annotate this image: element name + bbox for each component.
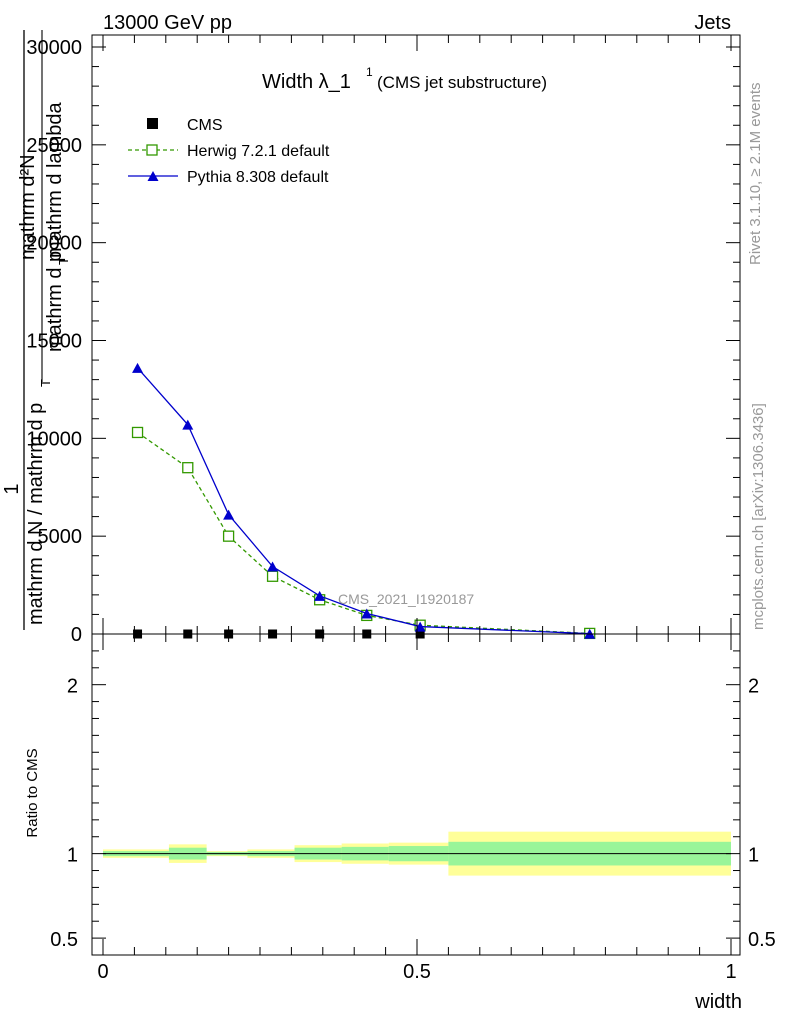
main-title-sup: 1 [366, 65, 373, 79]
ratio-plot: 0.5 0.5 1 1 2 2 0 0.5 1 Ratio to CMS width [24, 633, 776, 1013]
legend-pythia-marker [147, 171, 159, 181]
series-line-2 [137, 367, 590, 635]
main-ytick-label: 25000 [26, 135, 82, 157]
ratio-axes: 0.5 0.5 1 1 2 2 0 0.5 1 [50, 634, 776, 983]
pythia-point [314, 590, 326, 601]
ylabel-nested-denominator: mathrm d p [44, 251, 66, 352]
ratio-data-layer [103, 831, 731, 876]
ratio-ytick-label-right: 2 [748, 676, 759, 698]
legend-herwig-label: Herwig 7.2.1 default [187, 143, 330, 160]
ylabel-denominator-sub: T [38, 379, 53, 387]
main-ytick-label: 5000 [38, 526, 83, 548]
ratio-ytick-label: 0.5 [50, 929, 78, 951]
legend-cms-marker [147, 118, 158, 129]
watermark: CMS_2021_I1920187 [338, 591, 474, 607]
series-line-1 [137, 431, 590, 635]
main-subtitle: (CMS jet substructure) [377, 73, 547, 92]
herwig-point [131, 426, 144, 439]
pythia-point [361, 608, 373, 619]
pythia-point [267, 561, 279, 572]
ylabel-denominator: mathrm d N / mathrm d p [25, 403, 47, 625]
x-tick-label: 0 [97, 961, 108, 983]
ratio-ylabel: Ratio to CMS [24, 748, 41, 837]
ratio-ytick-label: 1 [67, 845, 78, 867]
pythia-point [132, 362, 144, 373]
main-ytick-label: 30000 [26, 37, 82, 59]
x-tick-label: 1 [725, 961, 736, 983]
x-tick-label: 0.5 [403, 961, 431, 983]
ratio-plot-frame [91, 633, 741, 956]
legend-cms-label: CMS [187, 117, 223, 134]
main-ylabel: 1 mathrm d N / mathrm d p T mathrm d²N m… [1, 30, 71, 630]
ratio-ytick-label-right: 1 [748, 845, 759, 867]
x-axis-label: width [694, 991, 742, 1013]
herwig-point [182, 462, 194, 474]
ylabel-numerator: 1 [1, 483, 23, 494]
header-right: Jets [694, 12, 731, 34]
ylabel-nested-denominator-sub: T [56, 257, 71, 265]
main-plot: 0 5000 10000 15000 20000 25000 30000 Width λ_1… [1, 30, 741, 646]
main-ytick-label: 15000 [26, 331, 82, 353]
pythia-point [182, 419, 194, 430]
main-axes: 0 5000 10000 15000 20000 25000 30000 [26, 35, 740, 646]
ylabel-nested-denominator-tail: mathrm d lambda [44, 102, 66, 258]
main-title: Width λ_1 [262, 71, 351, 93]
main-ytick-label: 20000 [26, 233, 82, 255]
legend-herwig-marker [146, 144, 158, 156]
legend-pythia-label: Pythia 8.308 default [187, 169, 329, 186]
ratio-ytick-label-right: 0.5 [748, 929, 776, 951]
ylabel-nested-numerator: mathrm d²N [17, 154, 39, 260]
herwig-point [266, 570, 279, 582]
mcplots-label: mcplots.cern.ch [arXiv:1306.3436] [750, 403, 767, 630]
main-ytick-label: 10000 [26, 428, 82, 450]
legend: CMS Herwig 7.2.1 default Pythia 8.308 de… [128, 117, 330, 186]
herwig-point [222, 530, 235, 542]
ratio-ytick-label: 2 [67, 676, 78, 698]
rivet-label: Rivet 3.1.10, ≥ 2.1M events [747, 83, 764, 266]
pythia-point [223, 509, 235, 520]
main-ytick-label: 0 [71, 624, 82, 646]
header-left: 13000 GeV pp [103, 12, 232, 34]
